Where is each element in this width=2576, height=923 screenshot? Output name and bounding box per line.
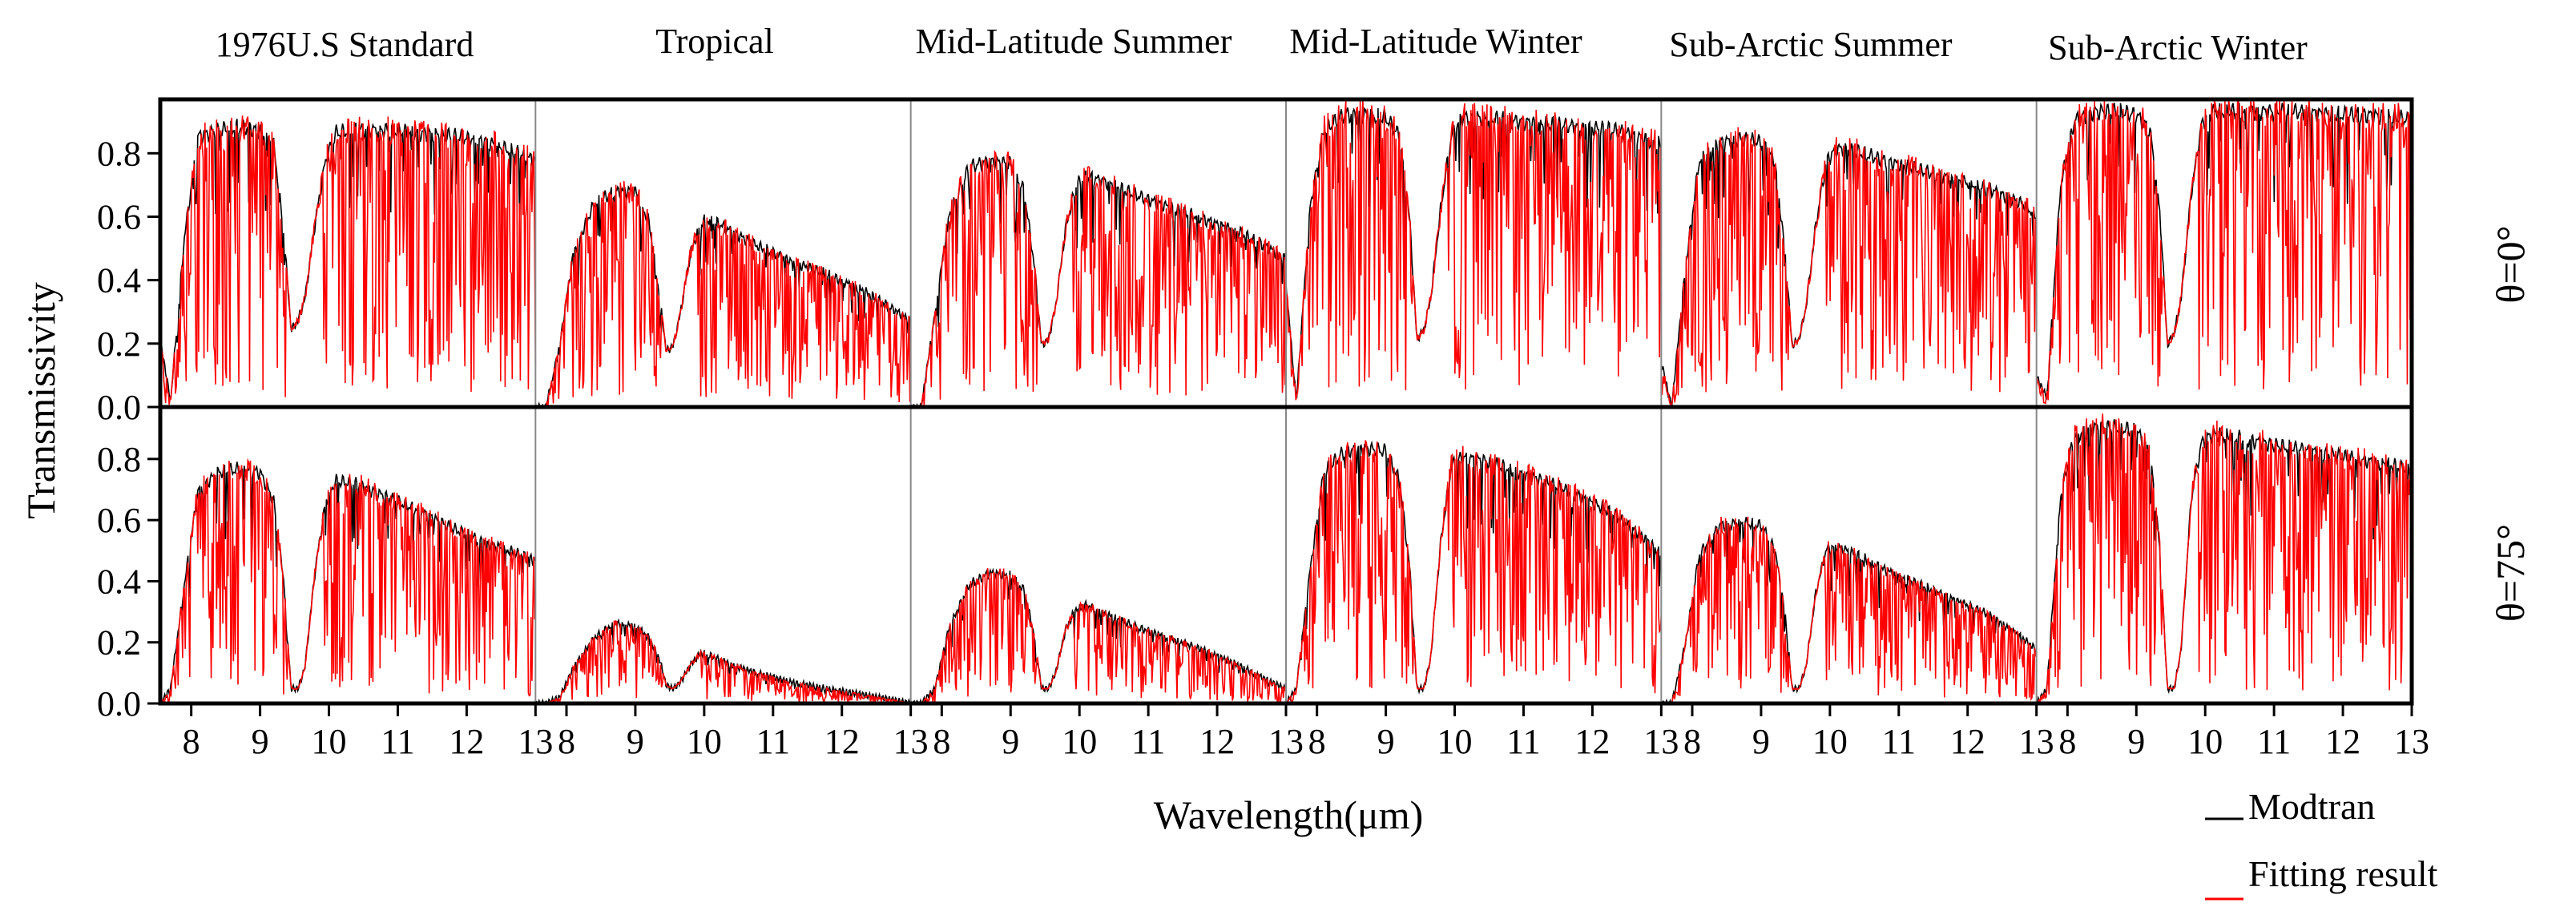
x-tick-label-col6-4: 12 [2325, 722, 2360, 761]
y-tick-label-row2-4: 0.8 [97, 440, 141, 479]
panels-group [159, 99, 2413, 706]
x-axis-title: Wavelength(μm) [1154, 792, 1424, 837]
x-tick-label-col5-0: 8 [1683, 722, 1701, 761]
x-tick-label-col6-3: 11 [2257, 722, 2291, 761]
column-titles: 1976U.S Standard Tropical Mid-Latitude S… [216, 22, 2308, 67]
x-tick-label-col5-4: 12 [1950, 722, 1985, 761]
series-fitting-result-sub-arctic-winter-theta-75 [2036, 413, 2413, 704]
y-tick-label-row1-4: 0.8 [97, 134, 141, 173]
x-tick-label-col2-5: 13 [893, 722, 929, 761]
x-tick-label-col6-0: 8 [2058, 722, 2076, 761]
y-tick-label-row1-2: 0.4 [97, 261, 141, 300]
x-tick-label-col3-3: 11 [1131, 722, 1165, 761]
panel-sub-arctic-summer-theta-75 [1661, 516, 2038, 704]
series-fitting-result-sub-arctic-summer-theta-75 [1661, 516, 2038, 704]
y-tick-label-row1-0: 0.0 [97, 388, 141, 427]
x-tick-label-col5-1: 9 [1752, 722, 1770, 761]
panel-dividers [534, 99, 2038, 703]
x-tick-label-col5-3: 11 [1882, 722, 1916, 761]
x-tick-label-col6-5: 13 [2394, 722, 2429, 761]
x-tick-label-col3-1: 9 [1002, 722, 1019, 761]
series-fitting-result-tropical-theta-0 [535, 181, 912, 408]
row-title-theta-75: θ=75° [2488, 524, 2533, 622]
x-tick-label-col1-5: 13 [518, 722, 553, 761]
x-tick-label-col5-2: 10 [1812, 722, 1848, 761]
panel-1976u-s-standard-theta-0 [159, 115, 537, 405]
panel-mid-latitude-summer-theta-75 [909, 567, 1287, 705]
x-tick-label-col3-5: 13 [1268, 722, 1304, 761]
x-tick-label-col1-2: 10 [312, 722, 347, 761]
x-tick-label-col2-4: 12 [824, 722, 860, 761]
x-tick-label-col4-0: 8 [1308, 722, 1326, 761]
series-modtran-mid-latitude-winter-theta-0 [1285, 107, 1663, 399]
legend-label-fitting-result: Fitting result [2248, 853, 2438, 894]
column-title-sub-arctic-winter: Sub-Arctic Winter [2048, 28, 2308, 67]
x-tick-label-col1-4: 12 [449, 722, 484, 761]
series-fitting-result-tropical-theta-75 [535, 619, 911, 706]
panel-mid-latitude-winter-theta-75 [1285, 440, 1663, 705]
x-tick-label-col1-1: 9 [252, 722, 269, 761]
x-tick-label-col3-4: 12 [1199, 722, 1235, 761]
x-tick-label-col2-0: 8 [558, 722, 575, 761]
series-fitting-result-sub-arctic-summer-theta-0 [1660, 127, 2038, 409]
panel-tropical-theta-0 [534, 181, 912, 408]
column-title-sub-arctic-summer: Sub-Arctic Summer [1669, 25, 1953, 64]
y-axis-ticks: 0.0 0.2 0.4 0.6 0.8 0.0 0.2 0.4 0.6 0.8 [97, 134, 160, 723]
x-tick-label-col4-3: 11 [1506, 722, 1540, 761]
series-fitting-result-1976u-s-standard-theta-75 [159, 458, 537, 704]
x-axis-ticks: 8 9 10 11 12 13 8 9 10 11 12 13 8 9 10 11 12 13 8 9 10 11 12 13… [183, 703, 2429, 761]
y-tick-label-row2-0: 0.0 [97, 684, 141, 723]
x-tick-label-col6-2: 10 [2187, 722, 2223, 761]
x-tick-label-col6-1: 9 [2127, 722, 2145, 761]
series-modtran-1976u-s-standard-theta-75 [159, 462, 537, 705]
series-modtran-mid-latitude-summer-theta-0 [909, 154, 1287, 409]
panel-sub-arctic-winter-theta-0 [2035, 99, 2413, 405]
x-tick-label-col3-2: 10 [1062, 722, 1097, 761]
x-tick-label-col3-0: 8 [933, 722, 950, 761]
y-tick-label-row2-2: 0.4 [97, 562, 141, 601]
legend-label-modtran: Modtran [2248, 786, 2375, 827]
panel-1976u-s-standard-theta-75 [159, 458, 537, 705]
panel-sub-arctic-summer-theta-0 [1660, 127, 2038, 409]
y-axis-title: Transmissivity [18, 282, 63, 518]
x-tick-label-col4-1: 9 [1377, 722, 1395, 761]
panel-tropical-theta-75 [535, 618, 912, 706]
series-modtran-mid-latitude-winter-theta-75 [1285, 440, 1662, 705]
row-title-theta-0: θ=0° [2488, 225, 2533, 303]
column-title-mid-latitude-summer: Mid-Latitude Summer [916, 22, 1232, 61]
column-title-tropical: Tropical [655, 22, 774, 61]
x-tick-label-col2-2: 10 [687, 722, 722, 761]
panel-mid-latitude-winter-theta-0 [1285, 99, 1663, 401]
series-fitting-result-mid-latitude-winter-theta-0 [1285, 99, 1663, 401]
series-fitting-result-sub-arctic-winter-theta-0 [2035, 99, 2413, 405]
column-title-mid-latitude-winter: Mid-Latitude Winter [1289, 22, 1582, 61]
x-tick-label-col5-5: 13 [2019, 722, 2054, 761]
x-tick-label-col4-2: 10 [1437, 722, 1473, 761]
x-tick-label-col4-4: 12 [1574, 722, 1610, 761]
series-modtran-sub-arctic-summer-theta-0 [1660, 131, 2038, 409]
series-fitting-result-mid-latitude-summer-theta-75 [910, 567, 1287, 705]
series-fitting-result-1976u-s-standard-theta-0 [159, 115, 537, 405]
x-tick-label-col1-3: 11 [381, 722, 414, 761]
y-tick-label-row1-3: 0.6 [97, 197, 141, 236]
column-title-1976-us-standard: 1976U.S Standard [216, 25, 474, 64]
x-tick-label-col4-5: 13 [1643, 722, 1679, 761]
series-fitting-result-mid-latitude-summer-theta-0 [910, 150, 1287, 408]
x-tick-label-col2-1: 9 [627, 722, 644, 761]
legend: Modtran Fitting result [2205, 786, 2438, 901]
y-tick-label-row2-1: 0.2 [97, 623, 141, 663]
y-tick-label-row2-3: 0.6 [97, 501, 141, 540]
panel-sub-arctic-winter-theta-75 [2035, 413, 2413, 704]
panel-mid-latitude-summer-theta-0 [909, 150, 1287, 409]
x-tick-label-col2-3: 11 [756, 722, 790, 761]
series-fitting-result-mid-latitude-winter-theta-75 [1285, 440, 1663, 705]
x-tick-label-col1-0: 8 [183, 722, 200, 761]
y-tick-label-row1-1: 0.2 [97, 324, 141, 364]
series-modtran-tropical-theta-0 [534, 184, 912, 408]
